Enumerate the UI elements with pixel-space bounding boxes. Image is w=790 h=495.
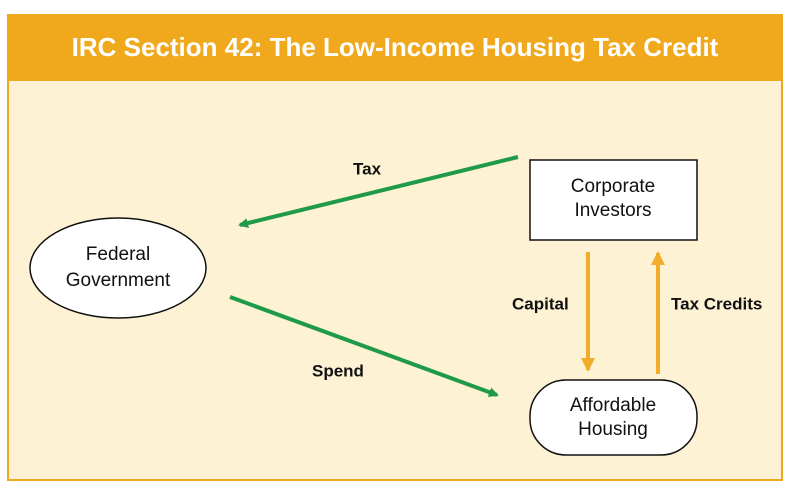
node-label: Corporate — [571, 176, 656, 197]
title: IRC Section 42: The Low-Income Housing T… — [72, 32, 719, 62]
arrow — [238, 155, 519, 228]
edge-label: Spend — [312, 361, 364, 380]
node-box — [29, 217, 207, 319]
edge-label: Tax Credits — [671, 294, 762, 313]
node-label: Federal — [86, 244, 150, 265]
node-label: Housing — [578, 419, 648, 440]
arrow — [229, 295, 499, 397]
node-label: Affordable — [570, 395, 656, 416]
node-box — [529, 379, 698, 456]
node-box — [529, 159, 698, 241]
node-label: Investors — [574, 200, 651, 221]
edge-label: Capital — [512, 294, 569, 313]
header-band — [8, 15, 782, 81]
edge-label: Tax — [353, 159, 382, 178]
node-label: Government — [66, 270, 171, 291]
